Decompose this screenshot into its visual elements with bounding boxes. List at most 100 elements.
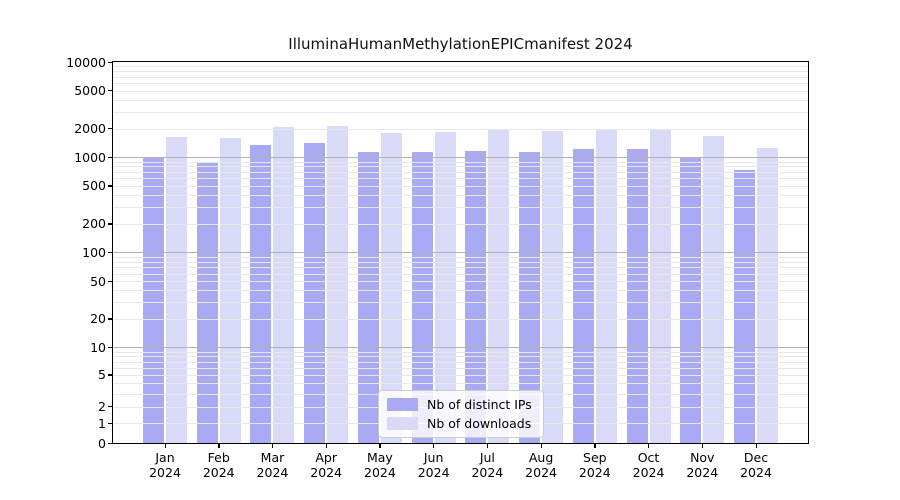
x-tick-label-apr: Apr 2024	[310, 450, 343, 480]
gridline-minor	[113, 83, 808, 85]
bar-downloads-aug	[542, 130, 564, 443]
chart-title: IlluminaHumanMethylationEPICmanifest 202…	[288, 35, 633, 53]
y-tick-label: 20	[90, 311, 106, 327]
gridline-minor	[113, 351, 808, 353]
y-tick-mark	[108, 90, 113, 92]
bar-distinct-ips-jun	[411, 152, 433, 443]
y-tick-mark	[108, 346, 113, 349]
x-tick-mark	[755, 443, 757, 448]
bar-downloads-jan	[166, 136, 187, 443]
bar-distinct-ips-dec	[734, 169, 755, 443]
gridline-major	[113, 252, 808, 254]
x-tick-label-aug: Aug 2024	[525, 450, 557, 480]
y-tick-label: 2	[98, 399, 106, 415]
gridline-minor	[113, 66, 808, 68]
x-tick-label-nov: Nov 2024	[686, 450, 719, 480]
bar-downloads-jul	[488, 130, 510, 443]
legend-item-distinct-ips: Nb of distinct IPs	[387, 397, 535, 412]
y-tick-mark	[108, 318, 113, 320]
gridline-minor	[113, 374, 808, 376]
y-tick-label: 200	[82, 216, 106, 232]
x-tick-mark	[540, 443, 542, 448]
y-tick-mark	[108, 422, 113, 424]
y-tick-mark	[108, 61, 113, 63]
gridline-minor	[113, 71, 808, 73]
y-tick-label: 100	[82, 244, 106, 260]
x-tick-mark	[701, 443, 704, 448]
legend-swatch-downloads	[387, 417, 418, 430]
gridline-minor	[113, 267, 808, 269]
x-tick-mark	[164, 443, 166, 448]
bar-downloads-apr	[327, 126, 349, 443]
x-tick-label-mar: Mar 2024	[256, 450, 289, 480]
bar-distinct-ips-mar	[250, 144, 272, 443]
x-tick-label-feb: Feb 2024	[202, 450, 235, 480]
legend-label-downloads: Nb of downloads	[427, 416, 532, 431]
x-tick-mark	[271, 443, 274, 448]
x-tick-mark	[379, 443, 381, 448]
y-tick-label: 2000	[74, 121, 106, 137]
bar-distinct-ips-oct	[626, 149, 648, 443]
gridline-minor	[113, 367, 808, 369]
gridline-minor	[113, 290, 808, 292]
x-tick-label-may: May 2024	[364, 450, 396, 480]
x-tick-mark	[433, 443, 435, 448]
bar-downloads-mar	[273, 127, 295, 443]
x-tick-mark	[486, 443, 489, 448]
bar-downloads-sep	[595, 129, 617, 443]
y-tick-label: 10	[90, 339, 106, 355]
bar-downloads-jun	[434, 132, 456, 443]
bar-downloads-nov	[703, 136, 725, 443]
gridline-minor	[113, 76, 808, 78]
x-tick-label-dec: Dec 2024	[740, 450, 772, 480]
legend: Nb of distinct IPs Nb of downloads	[378, 390, 544, 438]
gridline-minor	[113, 356, 808, 358]
y-tick-mark	[108, 442, 113, 444]
x-tick-mark	[594, 443, 596, 448]
gridline-minor	[113, 223, 808, 225]
gridline-minor	[113, 161, 808, 163]
bar-downloads-oct	[649, 129, 671, 443]
gridline-minor	[113, 318, 808, 320]
legend-label-distinct-ips: Nb of distinct IPs	[427, 397, 532, 412]
gridline-minor	[113, 383, 808, 385]
x-tick-label-jun: Jun 2024	[417, 450, 450, 480]
y-tick-mark	[108, 128, 113, 130]
y-tick-label: 0	[98, 435, 106, 451]
x-tick-label-jan: Jan 2024	[149, 450, 181, 480]
y-tick-mark	[108, 185, 113, 187]
x-tick-mark	[218, 443, 220, 448]
gridline-major	[113, 347, 808, 349]
plot-area	[113, 62, 808, 443]
gridline-minor	[113, 166, 808, 168]
gridline-minor	[113, 111, 808, 113]
y-tick-label: 1	[98, 415, 106, 431]
gridline-minor	[113, 361, 808, 363]
gridline-minor	[113, 178, 808, 180]
y-tick-mark	[108, 223, 113, 225]
gridline-minor	[113, 172, 808, 173]
bar-downloads-may	[380, 132, 402, 443]
bar-downloads-dec	[757, 148, 778, 443]
x-tick-label-oct: Oct 2024	[632, 450, 665, 480]
x-tick-mark	[325, 443, 327, 448]
y-tick-label: 50	[90, 273, 106, 289]
gridline-major	[113, 157, 808, 159]
gridline-minor	[113, 207, 808, 209]
y-tick-mark	[108, 280, 113, 282]
gridline-minor	[113, 281, 808, 283]
bar-distinct-ips-sep	[572, 149, 594, 443]
legend-swatch-distinct-ips	[387, 398, 418, 411]
legend-item-downloads: Nb of downloads	[387, 416, 535, 431]
gridline-minor	[113, 128, 808, 130]
gridline-minor	[113, 185, 808, 187]
gridline-minor	[113, 302, 808, 304]
x-tick-label-sep: Sep 2024	[578, 450, 611, 480]
gridline-minor	[113, 261, 808, 263]
x-tick-label-jul: Jul 2024	[471, 450, 504, 480]
y-tick-label: 500	[82, 178, 106, 194]
x-tick-mark	[648, 443, 650, 448]
y-tick-label: 1000	[74, 149, 106, 165]
bar-distinct-ips-aug	[519, 152, 541, 443]
